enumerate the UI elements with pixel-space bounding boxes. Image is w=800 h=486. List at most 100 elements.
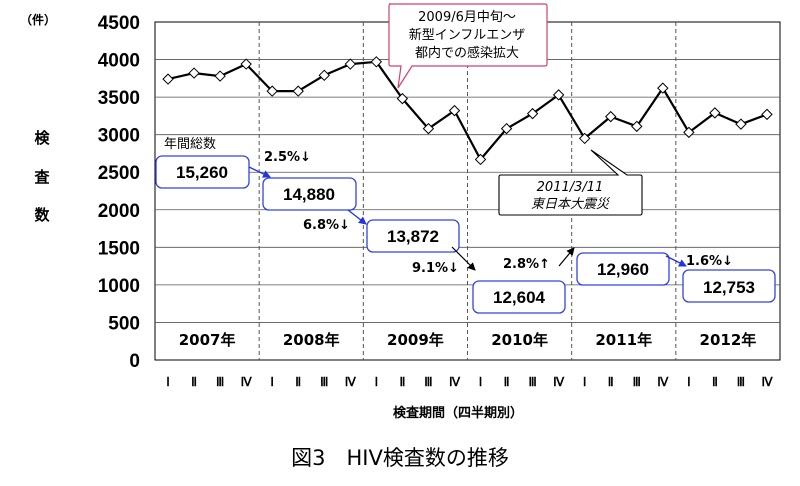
x-tick-label: Ⅱ bbox=[504, 375, 510, 389]
y-tick-label: 0 bbox=[129, 351, 140, 372]
x-tick-label: Ⅱ bbox=[295, 375, 301, 389]
data-point bbox=[188, 67, 200, 79]
data-point bbox=[240, 58, 252, 70]
x-tick-label: Ⅲ bbox=[424, 375, 432, 389]
data-point bbox=[578, 132, 591, 145]
change-label-2010: 9.1%↓ bbox=[412, 261, 459, 276]
svg-text:2011/3/11: 2011/3/11 bbox=[537, 180, 604, 195]
svg-text:12,960: 12,960 bbox=[597, 260, 649, 279]
y-tick-label: 1000 bbox=[98, 276, 140, 297]
callout-earthquake: 2011/3/11 東日本大震災 bbox=[498, 149, 643, 216]
data-point bbox=[605, 110, 617, 123]
year-label: 2008年 bbox=[283, 331, 340, 349]
annual-total-box-2007: 15,260 bbox=[155, 155, 250, 189]
x-tick-label: Ⅳ bbox=[553, 375, 565, 389]
y-tick-label: 4500 bbox=[98, 13, 140, 34]
change-arrow-2012 bbox=[665, 255, 687, 267]
change-arrow-2011 bbox=[558, 247, 575, 267]
x-tick-label: Ⅰ bbox=[166, 375, 170, 389]
x-tick-label: Ⅱ bbox=[712, 375, 718, 389]
annual-total-box-2011: 12,960 bbox=[576, 252, 670, 286]
data-point bbox=[474, 153, 487, 166]
x-tick-label: Ⅳ bbox=[761, 375, 773, 389]
data-point bbox=[761, 108, 773, 121]
x-tick-label: Ⅰ bbox=[687, 375, 691, 389]
data-point bbox=[370, 56, 383, 68]
svg-text:13,872: 13,872 bbox=[387, 227, 439, 246]
year-label: 2009年 bbox=[387, 331, 444, 349]
y-tick-label: 4000 bbox=[98, 51, 140, 72]
x-tick-label: Ⅲ bbox=[528, 375, 536, 389]
data-point bbox=[631, 120, 643, 133]
svg-text:12,753: 12,753 bbox=[703, 278, 755, 297]
y-label-1: 検 bbox=[34, 129, 50, 147]
change-arrow-2010 bbox=[451, 246, 476, 271]
y-tick-label: 3000 bbox=[98, 126, 140, 147]
x-tick-label: Ⅱ bbox=[608, 375, 614, 389]
x-tick-label: Ⅱ bbox=[399, 375, 405, 389]
data-point bbox=[526, 107, 539, 120]
svg-text:東日本大震災: 東日本大震災 bbox=[531, 197, 611, 212]
x-tick-label: Ⅳ bbox=[241, 375, 253, 389]
x-tick-label: Ⅳ bbox=[345, 375, 357, 389]
x-tick-label: Ⅱ bbox=[191, 375, 197, 389]
annual-total-box-2012: 12,753 bbox=[682, 269, 776, 303]
y-tick-label: 1500 bbox=[98, 238, 140, 259]
data-point bbox=[318, 69, 330, 82]
change-label-2009: 6.8%↓ bbox=[303, 218, 350, 233]
svg-text:12,604: 12,604 bbox=[493, 288, 546, 307]
svg-text:都内での感染拡大: 都内での感染拡大 bbox=[415, 45, 519, 61]
y-tick-label: 500 bbox=[108, 313, 140, 334]
svg-text:2009/6月中旬～: 2009/6月中旬～ bbox=[418, 10, 516, 25]
x-tick-label: Ⅲ bbox=[737, 375, 745, 389]
annual-total-box-2010: 12,604 bbox=[472, 280, 566, 314]
year-labels: 2007年 2008年 2009年 2010年 2011年 2012年 bbox=[179, 331, 757, 349]
year-label: 2010年 bbox=[491, 331, 548, 349]
year-label: 2012年 bbox=[700, 331, 757, 349]
y-label-3: 数 bbox=[34, 206, 50, 224]
x-tick-label: Ⅲ bbox=[320, 375, 328, 389]
y-tick-label: 2000 bbox=[98, 201, 140, 222]
x-tick-label: Ⅳ bbox=[657, 375, 669, 389]
series-line bbox=[167, 60, 768, 161]
y-tick-label: 2500 bbox=[98, 163, 140, 184]
svg-text:新型インフルエンザ: 新型インフルエンザ bbox=[409, 27, 526, 43]
year-label: 2007年 bbox=[179, 331, 236, 349]
change-arrow-2008 bbox=[248, 166, 271, 178]
y-label-2: 査 bbox=[34, 168, 50, 186]
x-tick-label: Ⅲ bbox=[216, 375, 224, 389]
x-tick-label: Ⅲ bbox=[633, 375, 641, 389]
x-tick-label: Ⅳ bbox=[449, 375, 461, 389]
callout-pandemic-flu: 2009/6月中旬～ 新型インフルエンザ 都内での感染拡大 bbox=[388, 3, 548, 89]
annual-total-box-2009: 13,872 bbox=[366, 219, 460, 253]
data-point bbox=[162, 73, 174, 85]
svg-text:14,880: 14,880 bbox=[283, 185, 335, 204]
data-point bbox=[709, 107, 721, 119]
y-unit: （件） bbox=[20, 12, 56, 27]
data-point bbox=[448, 104, 461, 117]
y-tick-label: 3500 bbox=[98, 88, 140, 109]
change-label-2008: 2.5%↓ bbox=[264, 150, 311, 165]
year-label: 2011年 bbox=[595, 331, 652, 349]
y-axis-ticks: 0 500 1000 1500 2000 2500 3000 3500 4000 4500 bbox=[98, 13, 140, 372]
data-point bbox=[266, 85, 278, 97]
x-tick-label: Ⅰ bbox=[270, 375, 274, 389]
x-axis-ticks: Ⅰ Ⅱ Ⅲ Ⅳ Ⅰ Ⅱ Ⅲ Ⅳ Ⅰ Ⅱ Ⅲ Ⅳ Ⅰ Ⅱ Ⅲ Ⅳ Ⅰ Ⅱ Ⅲ Ⅳ Ⅰ Ⅱ Ⅲ Ⅳ bbox=[166, 375, 773, 389]
data-point bbox=[292, 85, 304, 97]
svg-text:15,260: 15,260 bbox=[176, 163, 228, 182]
data-point bbox=[683, 126, 695, 139]
annual-total-box-2008: 14,880 bbox=[262, 177, 357, 211]
data-point bbox=[396, 92, 409, 105]
change-label-2012: 1.6%↓ bbox=[686, 254, 733, 269]
data-point bbox=[657, 82, 669, 94]
change-label-2011: 2.8%↑ bbox=[503, 257, 550, 272]
data-point bbox=[735, 118, 747, 130]
x-tick-label: Ⅰ bbox=[583, 375, 587, 389]
change-arrow-2009 bbox=[347, 209, 367, 225]
annual-total-label: 年間総数 bbox=[164, 137, 216, 152]
series-markers bbox=[162, 56, 773, 166]
x-tick-label: Ⅰ bbox=[375, 375, 379, 389]
data-point bbox=[552, 89, 565, 101]
data-point bbox=[214, 70, 226, 82]
